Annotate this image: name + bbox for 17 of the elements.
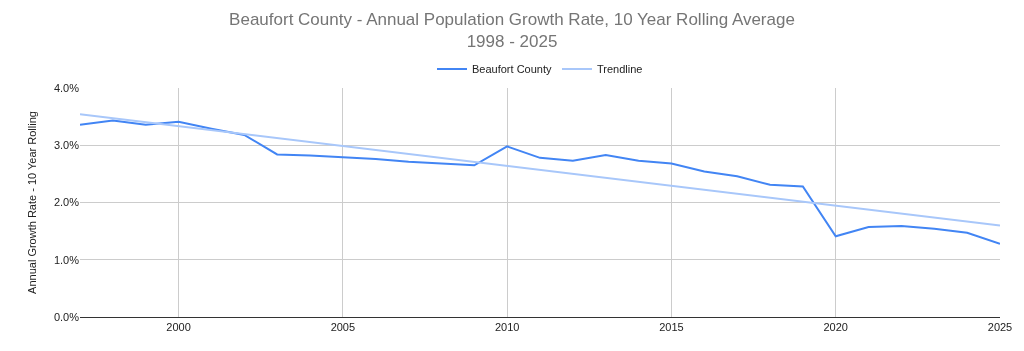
- chart-subtitle: 1998 - 2025: [466, 31, 558, 51]
- x-tick-label: 2010: [494, 321, 520, 334]
- x-tick-label: 2000: [166, 321, 191, 334]
- y-tick-label: 0.0%: [53, 310, 80, 323]
- legend-label: Beaufort County: [472, 63, 552, 76]
- y-tick-label: 2.0%: [53, 196, 80, 209]
- x-tick-label: 2005: [330, 321, 356, 334]
- y-tick-label: 4.0%: [53, 81, 80, 94]
- x-tick-label: 2020: [823, 321, 848, 334]
- legend-label: Trendline: [596, 63, 643, 76]
- x-tick-label: 2025: [987, 321, 1013, 334]
- y-axis-title: Annual Growth Rate - 10 Year Rolling: [25, 111, 38, 294]
- x-tick-label: 2015: [659, 321, 684, 334]
- chart-title: Beaufort County - Annual Population Growth Rate, 10 Year Rolling Average: [229, 9, 795, 29]
- y-tick-label: 1.0%: [53, 253, 80, 266]
- line-series: [80, 119, 1000, 245]
- y-tick-label: 3.0%: [53, 139, 80, 152]
